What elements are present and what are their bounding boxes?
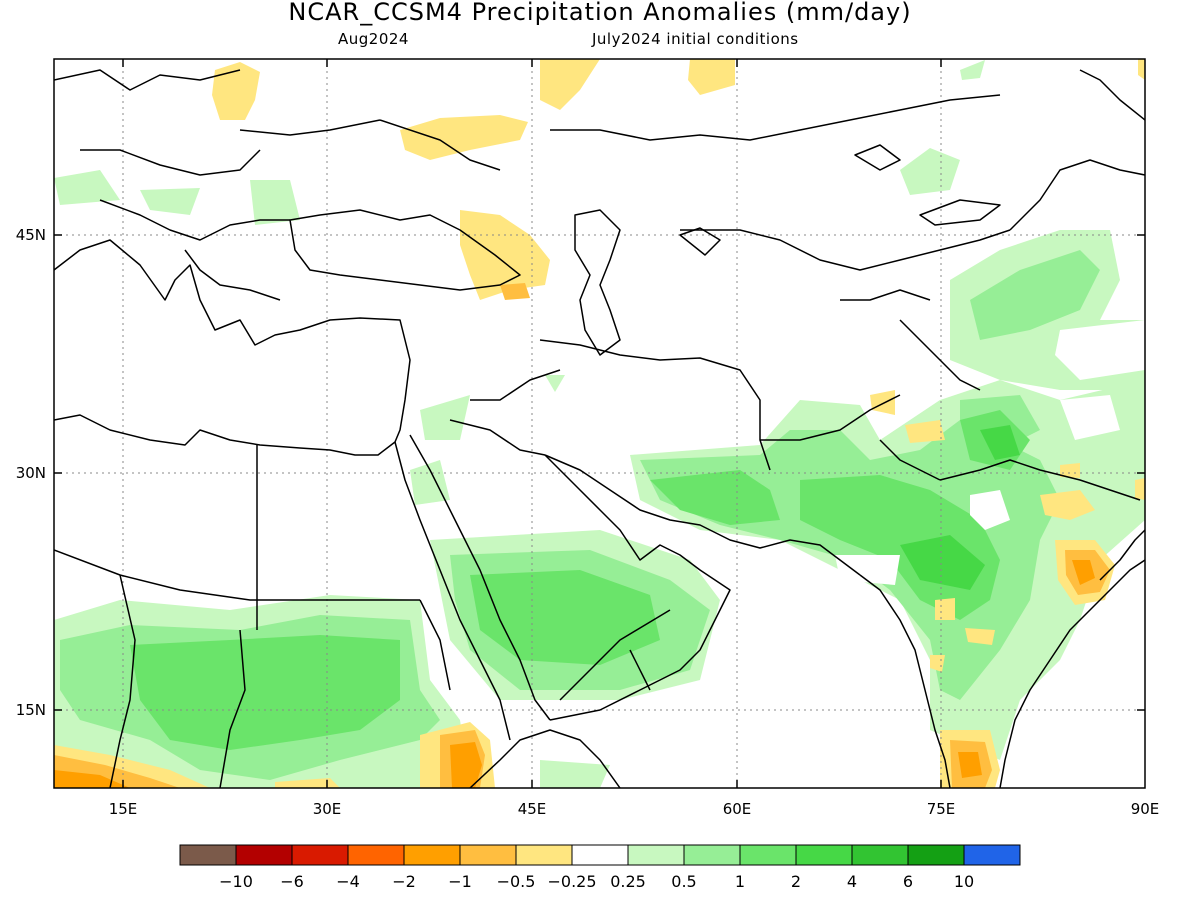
colorbar-label: −2 <box>392 872 416 891</box>
colorbar <box>179 844 1021 866</box>
colorbar-swatch <box>627 844 685 866</box>
colorbar-label: 2 <box>790 872 802 891</box>
colorbar-label: −10 <box>219 872 253 891</box>
colorbar-swatch <box>963 844 1021 866</box>
lon-label-75e: 75E <box>926 800 956 818</box>
colorbar-label: −1 <box>448 872 472 891</box>
colorbar-label: 10 <box>953 872 975 891</box>
colorbar-swatch <box>795 844 853 866</box>
colorbar-swatch <box>179 844 237 866</box>
colorbar-label: 4 <box>846 872 858 891</box>
initial-conditions: July2024 initial conditions <box>592 30 799 48</box>
coastlines-borders <box>54 69 1145 788</box>
colorbar-swatch <box>515 844 573 866</box>
lon-label-30e: 30E <box>312 800 342 818</box>
colorbar-swatch <box>851 844 909 866</box>
map-title: NCAR_CCSM4 Precipitation Anomalies (mm/d… <box>288 0 912 26</box>
colorbar-swatch <box>235 844 293 866</box>
colorbar-swatch <box>403 844 461 866</box>
forecast-month: Aug2024 <box>338 30 409 48</box>
lat-label-15n: 15N <box>15 701 46 719</box>
colorbar-swatch <box>347 844 405 866</box>
lon-label-15e: 15E <box>108 800 138 818</box>
anomaly-field <box>54 59 1145 788</box>
colorbar-label: 0.5 <box>671 872 697 891</box>
lat-label-30n: 30N <box>15 464 46 482</box>
colorbar-swatch <box>739 844 797 866</box>
colorbar-swatch <box>571 844 629 866</box>
colorbar-label: −0.25 <box>547 872 597 891</box>
lon-label-60e: 60E <box>722 800 752 818</box>
colorbar-label: −0.5 <box>496 872 536 891</box>
graticule <box>54 59 1145 788</box>
colorbar-label: 6 <box>902 872 914 891</box>
colorbar-label: −4 <box>336 872 360 891</box>
colorbar-swatch <box>683 844 741 866</box>
colorbar-swatch <box>291 844 349 866</box>
lat-label-45n: 45N <box>15 226 46 244</box>
colorbar-label: 1 <box>734 872 746 891</box>
lon-label-45e: 45E <box>517 800 547 818</box>
colorbar-label: 0.25 <box>610 872 646 891</box>
lon-label-90e: 90E <box>1130 800 1160 818</box>
colorbar-label: −6 <box>280 872 304 891</box>
colorbar-swatch <box>459 844 517 866</box>
map-frame <box>53 58 1146 789</box>
colorbar-swatch <box>907 844 965 866</box>
axis-ticks <box>54 59 1145 788</box>
